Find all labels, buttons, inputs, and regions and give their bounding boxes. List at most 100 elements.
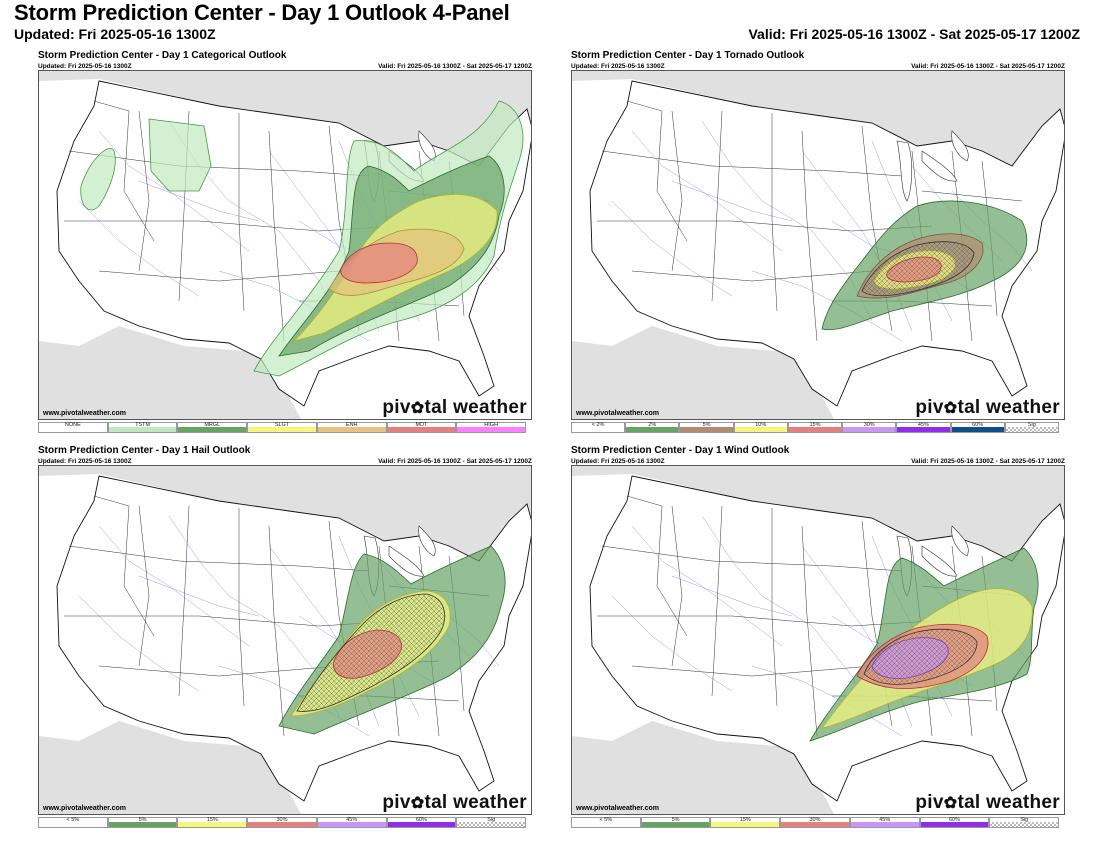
- legend-swatch: [457, 822, 526, 827]
- legend-label: Sig: [1020, 817, 1029, 823]
- legend-item: 30%: [780, 817, 850, 828]
- tornado-sig: [861, 241, 975, 297]
- legend-swatch: [641, 822, 710, 827]
- legend-label: 5%: [702, 422, 711, 428]
- legend-swatch: [1005, 427, 1058, 432]
- legend-label: 60%: [948, 817, 960, 823]
- panel-updated: Updated: Fri 2025-05-16 1300Z: [38, 63, 132, 70]
- legend-label: 30%: [863, 422, 875, 428]
- legend-item: Sig: [989, 817, 1060, 828]
- tstm-area-northwest: [148, 118, 212, 192]
- panel-title: Storm Prediction Center - Day 1 Wind Out…: [571, 445, 790, 456]
- gear-icon: ✿: [943, 400, 958, 417]
- legend-item: NONE: [38, 422, 108, 433]
- panel-valid: Valid: Fri 2025-05-16 1300Z - Sat 2025-0…: [911, 63, 1065, 70]
- legend-item: 15%: [787, 422, 843, 433]
- legend-item: < 2%: [571, 422, 626, 433]
- legend: < 2% 2% 5% 10% 15% 30% 45% 60% Sig: [571, 422, 1059, 433]
- legend-label: 45%: [346, 817, 358, 823]
- legend-item: 45%: [849, 817, 920, 828]
- legend-swatch: [626, 427, 679, 432]
- legend-item: 30%: [842, 422, 897, 433]
- credit-link[interactable]: www.pivotalweather.com: [576, 410, 659, 417]
- legend-label: 45%: [879, 817, 891, 823]
- legend-item: 5%: [640, 817, 711, 828]
- legend: NONE TSTM MRGL SLGT ENH MDT HIGH: [38, 422, 527, 433]
- page-title: Storm Prediction Center - Day 1 Outlook …: [14, 0, 510, 25]
- legend-item: < 5%: [571, 817, 641, 828]
- legend-label: 15%: [739, 817, 751, 823]
- credit-link[interactable]: www.pivotalweather.com: [43, 805, 126, 812]
- legend-swatch: [951, 427, 1004, 432]
- pivotal-weather-logo: piv✿tal weather: [915, 397, 1060, 418]
- legend-label: MRGL: [204, 422, 221, 428]
- legend-label: 45%: [917, 422, 929, 428]
- panel-valid: Valid: Fri 2025-05-16 1300Z - Sat 2025-0…: [911, 458, 1065, 465]
- legend-label: 10%: [755, 422, 767, 428]
- legend-item: < 5%: [38, 817, 108, 828]
- legend-label: 15%: [809, 422, 821, 428]
- legend-label: < 5%: [599, 817, 613, 823]
- legend-swatch: [387, 822, 456, 827]
- wind-sig: [863, 628, 978, 685]
- legend-swatch: [850, 822, 919, 827]
- legend-item: Sig: [1004, 422, 1059, 433]
- legend-label: Sig: [487, 817, 496, 823]
- legend-item: 45%: [316, 817, 387, 828]
- pivotal-weather-logo: piv✿tal weather: [915, 792, 1060, 813]
- legend-label: Sig: [1027, 422, 1036, 428]
- legend-item: 5%: [679, 422, 734, 433]
- legend-swatch: [387, 427, 456, 432]
- legend-label: TSTM: [135, 422, 151, 428]
- legend-label: 2%: [648, 422, 657, 428]
- updated-time: Updated: Fri 2025-05-16 1300Z: [14, 26, 216, 42]
- legend-swatch: [317, 427, 386, 432]
- legend-item: Sig: [456, 817, 527, 828]
- tornado-map: www.pivotalweather.com piv✿tal weather: [571, 70, 1065, 420]
- panel-valid: Valid: Fri 2025-05-16 1300Z - Sat 2025-0…: [378, 63, 532, 70]
- legend-item: SLGT: [247, 422, 317, 433]
- legend-swatch: [178, 427, 247, 432]
- legend-label: 5%: [671, 817, 680, 823]
- legend-label: 5%: [138, 817, 147, 823]
- legend-swatch: [572, 427, 625, 432]
- panel-updated: Updated: Fri 2025-05-16 1300Z: [38, 458, 132, 465]
- legend-swatch: [920, 822, 989, 827]
- pivotal-weather-logo: piv✿tal weather: [382, 792, 527, 813]
- credit-link[interactable]: www.pivotalweather.com: [576, 805, 659, 812]
- legend-swatch: [734, 427, 787, 432]
- legend-swatch: [897, 427, 950, 432]
- valid-period: Valid: Fri 2025-05-16 1300Z - Sat 2025-0…: [748, 26, 1080, 42]
- legend-swatch: [990, 822, 1059, 827]
- hail-sig: [296, 593, 445, 712]
- legend-swatch: [711, 822, 780, 827]
- legend-swatch: [788, 427, 842, 432]
- pivotal-weather-logo: piv✿tal weather: [382, 397, 527, 418]
- legend-swatch: [457, 427, 526, 432]
- panel-title: Storm Prediction Center - Day 1 Hail Out…: [38, 445, 251, 456]
- legend-item: 10%: [733, 422, 788, 433]
- legend-label: 60%: [972, 422, 984, 428]
- legend-swatch: [178, 822, 247, 827]
- legend-swatch: [39, 822, 107, 827]
- legend-swatch: [108, 822, 177, 827]
- panel-title: Storm Prediction Center - Day 1 Tornado …: [571, 50, 805, 61]
- legend-swatch: [248, 822, 316, 827]
- credit-link[interactable]: www.pivotalweather.com: [43, 410, 126, 417]
- legend-item: 60%: [386, 817, 457, 828]
- legend-label: SLGT: [274, 422, 290, 428]
- legend-label: 30%: [809, 817, 821, 823]
- legend-item: TSTM: [107, 422, 178, 433]
- wind-map: www.pivotalweather.com piv✿tal weather: [571, 465, 1065, 815]
- legend-label: MDT: [415, 422, 428, 428]
- hail-map: www.pivotalweather.com piv✿tal weather: [38, 465, 532, 815]
- legend-swatch: [39, 427, 107, 432]
- legend-label: 60%: [415, 817, 427, 823]
- legend-swatch: [680, 427, 733, 432]
- gear-icon: ✿: [943, 795, 958, 812]
- legend-item: 5%: [107, 817, 178, 828]
- legend-label: 30%: [276, 817, 288, 823]
- legend-swatch: [843, 427, 896, 432]
- legend-label: NONE: [64, 422, 81, 428]
- legend-item: MRGL: [177, 422, 248, 433]
